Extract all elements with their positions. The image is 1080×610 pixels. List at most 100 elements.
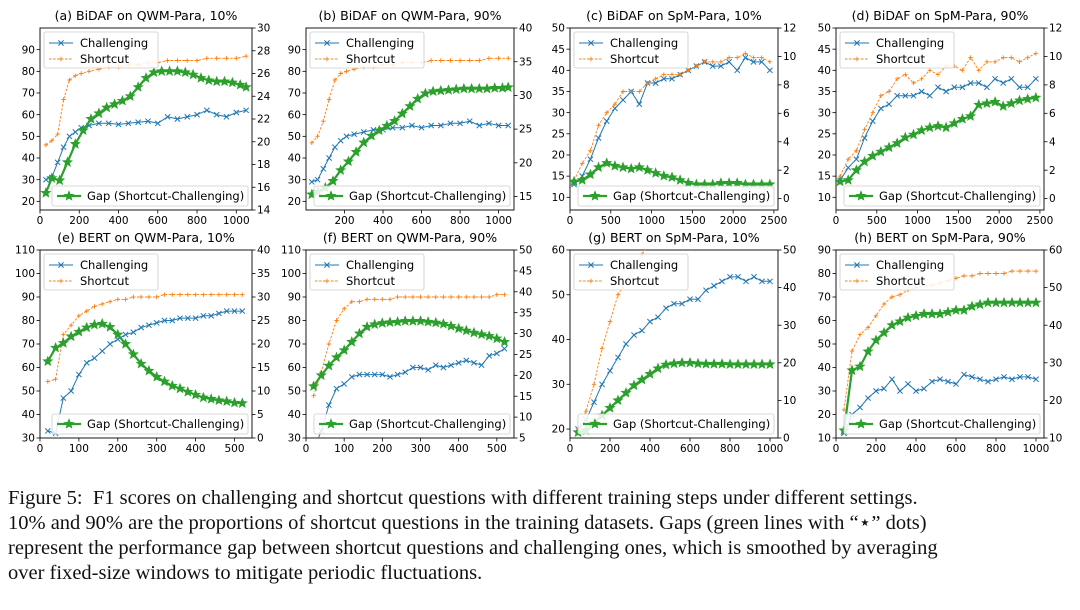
- data-point: [865, 325, 871, 330]
- data-point: [620, 89, 626, 94]
- y-tick-label: 60: [288, 109, 301, 121]
- data-point: [476, 328, 488, 340]
- data-point: [942, 306, 954, 317]
- data-point: [628, 379, 640, 391]
- legend-gap: Gap (Shortcut-Challenging): [51, 413, 249, 435]
- legend-marker: [854, 262, 860, 268]
- data-point: [750, 58, 757, 65]
- series-challenging: [571, 54, 773, 188]
- data-point: [55, 131, 60, 137]
- plot-frame: [569, 27, 779, 211]
- data-point: [940, 121, 952, 133]
- data-point: [684, 357, 696, 368]
- data-point: [468, 326, 480, 338]
- data-point: [902, 311, 914, 323]
- data-point: [977, 271, 983, 276]
- data-point: [983, 84, 990, 91]
- legend-marker: [588, 56, 594, 62]
- data-point: [911, 80, 916, 86]
- data-point: [836, 175, 846, 187]
- data-point: [943, 88, 950, 95]
- legend-label: Challenging: [876, 36, 944, 50]
- data-point: [344, 69, 349, 74]
- legend-box: [313, 185, 511, 207]
- data-point: [40, 187, 52, 198]
- x-tick-label: 200: [334, 215, 354, 227]
- data-point: [702, 59, 707, 65]
- data-point: [389, 124, 396, 131]
- data-point: [185, 292, 191, 297]
- data-point: [349, 299, 354, 304]
- data-point: [125, 120, 132, 127]
- data-point: [703, 287, 709, 294]
- chart-title: (g) BERT on SpM-Para, 10%: [588, 230, 760, 245]
- data-point: [323, 359, 335, 371]
- data-point: [850, 164, 862, 175]
- y2-tick-label: 10: [1049, 51, 1062, 63]
- data-point: [1001, 373, 1007, 380]
- x-tick-label: 2000: [720, 215, 747, 227]
- data-point: [841, 407, 847, 412]
- data-point: [913, 388, 919, 394]
- data-point: [748, 358, 760, 369]
- y-tick-label: 90: [818, 245, 831, 257]
- y2-tick-label: 40: [519, 23, 532, 35]
- y-tick-label: 20: [288, 196, 301, 208]
- legend-marker: [324, 40, 330, 46]
- data-point: [464, 294, 469, 300]
- series-gap-shortcut-challenging: [308, 315, 510, 391]
- y2-tick-label: 12: [1049, 23, 1062, 35]
- data-point: [184, 113, 191, 120]
- legend-box: [313, 413, 511, 435]
- data-point: [953, 276, 959, 281]
- y-tick-label: 30: [552, 379, 565, 391]
- data-point: [331, 351, 343, 363]
- data-point: [85, 113, 97, 124]
- y2-tick-label: 30: [519, 328, 532, 340]
- data-point: [595, 135, 602, 142]
- y2-tick-label: 20: [1049, 395, 1062, 407]
- y-tick-label: 60: [288, 362, 301, 374]
- data-point: [671, 300, 677, 307]
- data-point: [1001, 55, 1006, 60]
- data-point: [326, 341, 332, 347]
- data-point: [881, 385, 887, 392]
- data-point: [410, 294, 416, 300]
- data-point: [588, 148, 593, 153]
- data-point: [448, 294, 454, 300]
- data-point: [854, 148, 859, 153]
- y2-tick-label: 25: [257, 315, 270, 327]
- y-tick-label: 70: [288, 88, 301, 100]
- series-line: [843, 270, 1036, 410]
- data-point: [135, 119, 142, 126]
- data-point: [687, 296, 693, 303]
- legend-top: Challenging Shortcut: [309, 253, 425, 291]
- series-challenging: [42, 107, 250, 183]
- chart-title: (a) BiDAF on QWM-Para, 10%: [55, 8, 238, 23]
- data-point: [428, 122, 435, 129]
- x-tick-label: 0: [833, 215, 840, 227]
- data-point: [877, 105, 884, 112]
- y2-tick-label: 0: [783, 193, 790, 205]
- data-point: [742, 54, 749, 61]
- data-point: [394, 371, 401, 378]
- y2-tick-label: 20: [519, 370, 532, 382]
- data-point: [969, 373, 975, 380]
- data-point: [881, 301, 887, 307]
- y2-tick-label: 2: [1049, 165, 1056, 177]
- chart-panel-3: (c) BiDAF on SpM-Para, 10%0 500 1000 1500 20…: [552, 8, 797, 227]
- data-point: [1033, 268, 1039, 274]
- data-point: [652, 362, 664, 374]
- y2-tick-label: 30: [519, 90, 532, 102]
- data-point: [950, 304, 962, 315]
- legend-marker: [589, 418, 601, 429]
- data-point: [935, 84, 941, 91]
- legend-label: Challenging: [80, 258, 148, 272]
- x-tick-label: 500: [224, 443, 244, 455]
- data-point: [495, 122, 502, 129]
- y-tick-label: 10: [818, 192, 831, 204]
- legend-box: [51, 413, 249, 435]
- data-point: [501, 345, 508, 352]
- data-point: [625, 163, 637, 174]
- data-point: [376, 317, 388, 328]
